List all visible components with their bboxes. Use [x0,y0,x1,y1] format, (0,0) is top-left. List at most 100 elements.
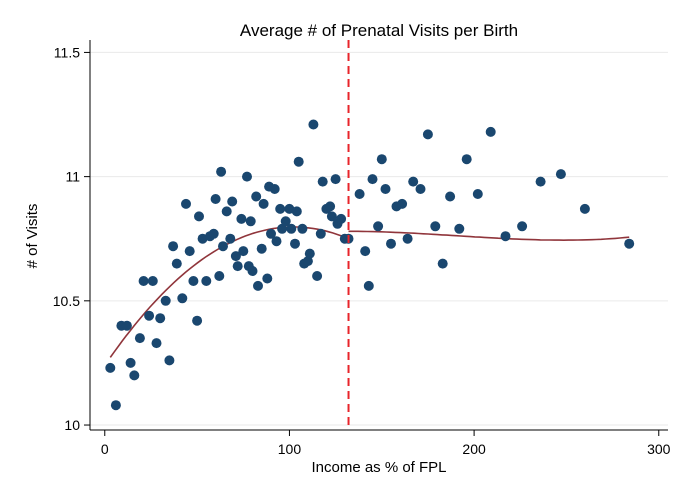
data-point [336,213,347,224]
data-point [269,184,280,194]
data-point [386,238,396,249]
data-point [373,221,384,232]
data-point [293,156,304,167]
data-point [579,203,590,214]
y-axis-label: # of Visits [24,204,41,269]
data-point [105,362,116,373]
data-point [147,276,158,286]
data-point [230,251,241,262]
data-point [312,271,323,281]
data-point [171,258,182,269]
chart-title: Average # of Prenatal Visits per Birth [240,21,518,40]
x-tick-label: 300 [647,441,671,457]
data-point [535,176,546,187]
data-point [437,258,448,269]
data-point [201,276,212,286]
data-point [208,228,219,239]
data-point [181,198,191,209]
data-point [304,248,315,259]
data-point [430,221,441,232]
data-point [326,211,337,222]
data-point [367,174,378,185]
data-point [315,228,326,239]
data-point [232,261,243,272]
data-point [218,241,228,252]
data-point [397,198,408,209]
data-point [380,184,391,194]
data-point [110,400,121,411]
data-point [325,201,336,212]
x-tick-label: 0 [101,441,109,457]
data-point [160,295,171,306]
data-point [472,189,483,199]
data-point [461,154,472,165]
y-tick-label: 10 [64,417,80,433]
data-point [500,231,511,242]
data-point [415,184,426,194]
data-point [184,246,195,257]
data-point [376,154,387,165]
data-point [227,196,238,207]
data-point [155,313,166,324]
data-point [236,213,247,224]
data-point [177,293,188,304]
data-point [247,266,258,276]
axes [89,40,668,431]
data-point [242,171,252,182]
data-point [256,243,267,254]
data-point [445,191,456,202]
data-point [271,236,282,247]
y-tick-label: 11 [65,169,80,185]
fit-curve-2 [348,230,630,242]
data-points [105,119,635,411]
x-axis-label: Income as % of FPL [311,459,446,476]
data-point [238,246,249,257]
data-point [402,233,413,244]
data-point [192,315,203,326]
data-point [168,241,179,252]
data-point [144,310,155,321]
data-point [188,276,199,286]
data-point [138,276,149,286]
data-point [164,355,175,366]
data-point [624,238,635,249]
x-tick-label: 100 [278,441,302,457]
data-point [555,169,566,180]
data-point [262,273,273,284]
data-point [354,189,365,199]
data-point [275,203,286,214]
data-point [221,206,232,217]
data-point [286,223,297,234]
data-point [253,280,263,291]
data-point [360,246,371,257]
data-point [363,280,374,291]
data-point [258,198,269,209]
data-point [245,216,256,227]
data-point [214,271,225,281]
x-tick-label: 200 [462,441,486,457]
data-point [454,223,465,234]
data-point [330,174,341,185]
data-point [151,338,162,349]
data-point [291,206,302,217]
data-point [125,357,136,368]
x-axis-ticks: 0 100 200 300 [101,430,671,457]
data-point [266,228,276,239]
data-point [134,333,145,344]
data-point [129,370,140,381]
y-tick-label: 11.5 [54,44,80,60]
data-point [297,223,308,234]
data-point [251,191,262,202]
data-point [485,126,496,137]
data-point [225,233,236,244]
data-point [121,320,132,331]
data-point [290,238,300,249]
y-axis-ticks: 10 10.5 11 11.5 [53,44,90,433]
data-point [302,256,313,267]
data-point [210,194,221,204]
data-point [517,221,528,232]
data-point [280,216,291,227]
data-point [317,176,328,187]
